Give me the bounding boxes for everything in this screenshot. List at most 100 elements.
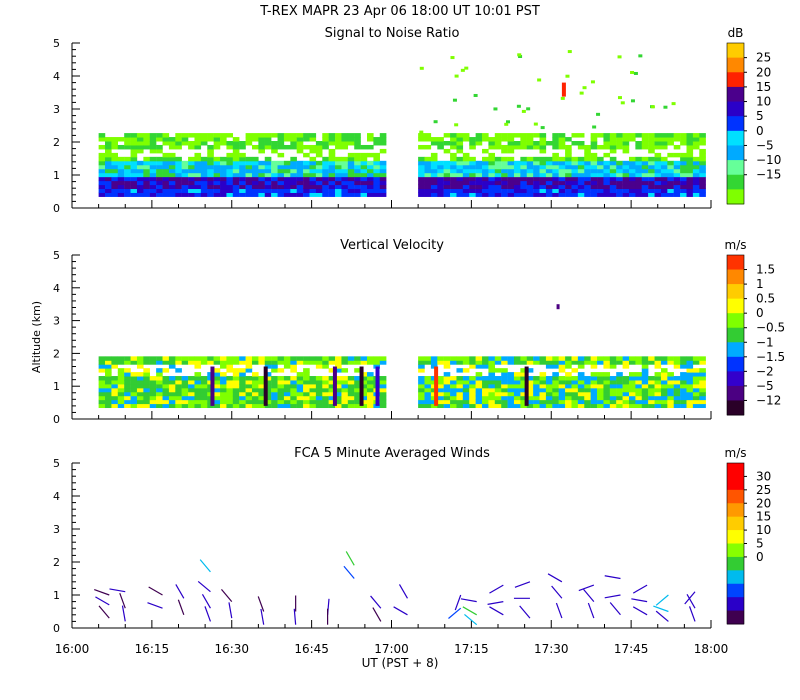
vv-cell [194, 403, 202, 409]
snr-cell [105, 188, 112, 193]
snr-cell [98, 160, 106, 166]
vv-cell [347, 403, 355, 409]
vv-cell [194, 364, 202, 369]
snr-cell [328, 160, 336, 166]
vv-cell [168, 383, 176, 389]
snr-cell [488, 141, 496, 146]
vv-cell [130, 399, 138, 405]
colorbar-swatch [727, 57, 744, 73]
vv-cell [660, 368, 668, 373]
vv-cell [322, 360, 329, 365]
vv-cell [648, 356, 655, 361]
vv-cell [450, 356, 457, 361]
vv-cell [136, 360, 144, 365]
snr-cell [475, 141, 483, 146]
vv-cell [200, 379, 208, 385]
vv-cell [539, 356, 547, 361]
snr-cell [124, 176, 131, 182]
vv-cell [609, 360, 617, 365]
vv-cell [264, 376, 272, 381]
vv-cell [175, 356, 182, 361]
snr-cell [335, 192, 342, 197]
snr-cell [226, 176, 234, 182]
vv-cell [488, 372, 496, 377]
colorbar-label: 0.5 [756, 292, 775, 306]
snr-cell [213, 192, 221, 197]
vv-cell [220, 403, 227, 409]
snr-cell [367, 192, 374, 197]
snr-cell [450, 160, 457, 166]
vv-cell [450, 399, 457, 405]
vv-cell [597, 360, 604, 365]
snr-cell [335, 168, 342, 174]
panel-title: Vertical Velocity [340, 238, 444, 253]
wind-barb [228, 602, 233, 619]
snr-cell [597, 160, 604, 166]
vv-cell [545, 356, 553, 361]
snr-cell [622, 148, 630, 154]
snr-cell [283, 192, 291, 197]
snr-cell [328, 192, 336, 197]
snr-cell [641, 156, 649, 162]
snr-cell [98, 144, 106, 150]
snr-cell [635, 141, 642, 146]
snr-cell [149, 160, 157, 166]
snr-cell [303, 180, 310, 186]
snr-cell [213, 160, 221, 166]
vv-cell [437, 395, 444, 401]
snr-cell [545, 164, 553, 170]
snr-cell [264, 137, 272, 142]
snr-cell [303, 176, 310, 182]
vv-cell [418, 383, 425, 389]
snr-cell [475, 160, 483, 166]
vv-cell [335, 360, 342, 365]
snr-cell [437, 180, 444, 186]
vv-cell [565, 379, 572, 385]
vv-cell [264, 391, 272, 397]
vv-cell [143, 379, 150, 385]
snr-cell [616, 164, 623, 170]
snr-cell [188, 164, 195, 170]
colorbar-label: −10 [756, 153, 781, 167]
vv-cell [699, 403, 706, 409]
snr-cell [424, 156, 432, 162]
snr-cell [156, 133, 163, 138]
snr-cell [641, 192, 649, 197]
x-tick-label: 18:00 [694, 642, 729, 656]
vv-cell [552, 395, 559, 401]
vv-cell [264, 403, 272, 409]
snr-cell [277, 141, 285, 146]
snr-cell [117, 192, 125, 197]
vv-cell [545, 391, 553, 397]
colorbar-label: 20 [756, 496, 771, 510]
snr-cell [188, 168, 195, 174]
wind-barb [653, 605, 669, 613]
vv-cell [149, 403, 157, 409]
snr-cell [277, 172, 285, 178]
vv-cell [628, 376, 636, 381]
snr-cell [354, 168, 361, 174]
vv-cell [482, 399, 489, 405]
snr-cell [175, 137, 182, 142]
vv-cell [667, 395, 674, 401]
vv-cell [239, 368, 246, 373]
snr-cell [577, 164, 585, 170]
vv-cell [660, 356, 668, 361]
vv-cell [699, 387, 706, 393]
snr-cell [220, 141, 227, 146]
colorbar-swatch [727, 476, 744, 491]
snr-cell [156, 184, 163, 190]
y-tick-label: 2 [53, 556, 60, 569]
snr-cell [660, 160, 668, 166]
x-tick-label: 17:45 [614, 642, 649, 656]
vv-cell [220, 387, 227, 393]
snr-cell [418, 144, 425, 150]
x-tick-label: 17:15 [454, 642, 489, 656]
vv-cell [156, 360, 163, 365]
vv-cell [597, 387, 604, 393]
colorbar-swatch [727, 174, 744, 190]
vv-cell [501, 403, 508, 409]
vv-cell [424, 383, 432, 389]
snr-cell [450, 192, 457, 197]
snr-cell [220, 137, 227, 142]
